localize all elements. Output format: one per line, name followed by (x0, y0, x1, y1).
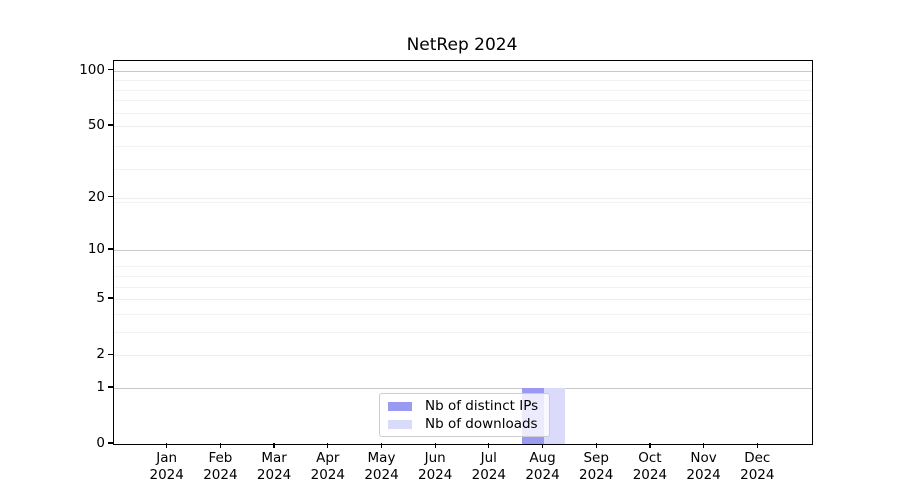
gridline-minor (114, 80, 812, 82)
y-tick-label: 20 (87, 188, 105, 205)
gridline-minor (114, 331, 812, 333)
y-tick (108, 353, 113, 355)
x-tick-label: Nov 2024 (686, 450, 721, 483)
x-tick-label: Jun 2024 (418, 450, 453, 483)
x-tick-label: Sep 2024 (579, 450, 614, 483)
x-tick (380, 443, 383, 448)
x-tick (756, 443, 758, 448)
gridline-minor (114, 100, 812, 102)
x-tick-label: Oct 2024 (632, 450, 668, 483)
y-tick (108, 69, 113, 71)
x-tick (166, 443, 168, 448)
x-tick (488, 443, 490, 448)
gridline-minor (114, 169, 812, 170)
x-tick-label: Jan 2024 (149, 450, 184, 483)
legend-label-downloads: Nb of downloads (425, 416, 538, 432)
gridline-mid (114, 126, 812, 127)
y-tick-label: 5 (96, 290, 105, 307)
legend-swatch-distinct-ips (388, 401, 412, 411)
y-tick-label: 10 (87, 241, 105, 258)
y-tick (108, 386, 113, 388)
x-tick-label: May 2024 (364, 450, 399, 483)
y-tick (108, 248, 113, 250)
x-tick-label: Apr 2024 (310, 450, 345, 483)
legend-row-distinct-ips: Nb of distinct IPs (388, 398, 541, 414)
chart-title: NetRep 2024 (406, 35, 518, 55)
gridline-mid (114, 299, 812, 301)
gridline-mid (114, 355, 812, 357)
legend-label-distinct-ips: Nb of distinct IPs (425, 398, 539, 414)
gridline-minor (114, 145, 812, 147)
gridline-minor (114, 112, 812, 114)
x-tick-label: Feb 2024 (203, 450, 238, 483)
y-tick (108, 442, 113, 444)
y-tick-label: 100 (79, 61, 105, 78)
gridline-minor (114, 313, 812, 315)
gridline-mid (114, 197, 812, 199)
x-tick (327, 443, 329, 448)
x-tick (434, 443, 436, 448)
gridline-major (114, 250, 812, 252)
gridline-minor (114, 275, 812, 277)
y-tick (108, 297, 113, 299)
x-tick (702, 443, 705, 448)
legend-swatch-downloads (388, 419, 412, 429)
y-tick-label: 2 (96, 346, 105, 363)
y-tick (108, 124, 113, 126)
x-tick-label: Aug 2024 (525, 450, 560, 483)
gridline-minor (114, 201, 812, 203)
gridline-minor (114, 89, 812, 91)
gridline-major (114, 387, 812, 389)
x-tick (595, 443, 597, 448)
y-tick-label: 50 (87, 117, 105, 133)
x-tick (273, 443, 275, 448)
x-tick-label: Jul 2024 (471, 450, 506, 483)
x-tick-label: Mar 2024 (256, 450, 292, 483)
x-tick-label: Dec 2024 (740, 450, 775, 483)
gridline-minor (114, 266, 812, 268)
legend-row-downloads: Nb of downloads (388, 416, 541, 432)
gridline-minor (114, 286, 812, 288)
x-tick (541, 443, 544, 448)
y-tick (108, 196, 113, 198)
y-tick-label: 1 (96, 378, 105, 395)
gridline-major (114, 70, 812, 72)
x-tick (219, 443, 222, 448)
legend: Nb of distinct IPs Nb of downloads (379, 393, 550, 437)
x-tick (649, 443, 651, 448)
plot-area (113, 60, 813, 445)
y-tick-label: 0 (96, 435, 105, 451)
